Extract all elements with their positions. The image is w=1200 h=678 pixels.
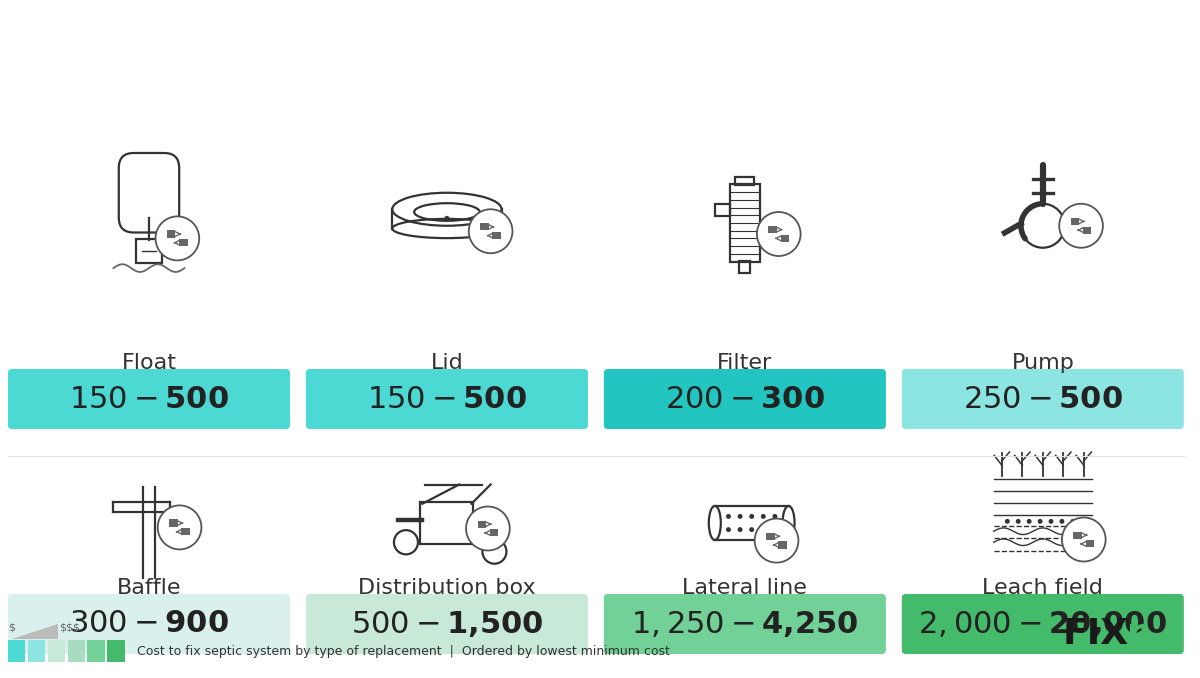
Circle shape [738, 514, 743, 519]
FancyBboxPatch shape [901, 369, 1184, 429]
Text: Pump: Pump [1012, 353, 1074, 373]
FancyBboxPatch shape [167, 231, 175, 237]
FancyBboxPatch shape [1086, 540, 1094, 547]
FancyBboxPatch shape [768, 226, 776, 233]
FancyBboxPatch shape [901, 594, 1184, 654]
Bar [739, 262, 750, 273]
Circle shape [1070, 519, 1075, 524]
Circle shape [726, 527, 731, 532]
FancyBboxPatch shape [306, 594, 588, 654]
Circle shape [738, 527, 743, 532]
Circle shape [466, 506, 510, 551]
Circle shape [1027, 519, 1032, 524]
Circle shape [156, 216, 199, 260]
Bar [730, 184, 760, 262]
FancyBboxPatch shape [1074, 532, 1082, 539]
FancyBboxPatch shape [8, 594, 290, 654]
Text: Cost to fix septic system by type of replacement  |  Ordered by lowest minimum c: Cost to fix septic system by type of rep… [137, 645, 670, 658]
Circle shape [749, 527, 754, 532]
Circle shape [773, 527, 778, 532]
Bar [48, 640, 65, 662]
Circle shape [755, 519, 798, 563]
Text: $150 - $500: $150 - $500 [70, 384, 229, 414]
Circle shape [1060, 519, 1064, 524]
Text: $300 - $900: $300 - $900 [70, 610, 229, 639]
Bar [107, 640, 125, 662]
Text: Filter: Filter [718, 353, 773, 373]
Text: Float: Float [121, 353, 176, 373]
FancyBboxPatch shape [1070, 218, 1079, 225]
FancyBboxPatch shape [480, 223, 488, 231]
Circle shape [157, 505, 202, 549]
FancyBboxPatch shape [306, 369, 588, 429]
Circle shape [757, 212, 800, 256]
Circle shape [1038, 519, 1043, 524]
Polygon shape [12, 624, 58, 639]
Circle shape [726, 514, 731, 519]
Bar [736, 177, 755, 184]
Text: $200 - $300: $200 - $300 [665, 384, 824, 414]
Circle shape [749, 514, 754, 519]
Bar [28, 640, 46, 662]
Circle shape [1015, 519, 1021, 524]
FancyBboxPatch shape [492, 232, 500, 239]
FancyBboxPatch shape [604, 594, 886, 654]
FancyBboxPatch shape [779, 542, 787, 549]
Circle shape [773, 514, 778, 519]
Circle shape [761, 527, 766, 532]
FancyBboxPatch shape [490, 530, 498, 536]
Bar [88, 640, 104, 662]
Text: Leach field: Leach field [983, 578, 1103, 598]
Text: $2,000 - $20,000: $2,000 - $20,000 [918, 609, 1168, 639]
Circle shape [1060, 204, 1103, 247]
Ellipse shape [709, 506, 721, 540]
Bar [714, 204, 730, 216]
Text: $500 - $1,500: $500 - $1,500 [350, 609, 544, 639]
Text: Lid: Lid [431, 353, 463, 373]
Text: $250 - $500: $250 - $500 [962, 384, 1123, 414]
Circle shape [1062, 517, 1105, 561]
FancyBboxPatch shape [8, 369, 290, 429]
Text: $$$: $$$ [60, 623, 80, 633]
FancyBboxPatch shape [604, 369, 886, 429]
FancyBboxPatch shape [181, 528, 190, 536]
Text: $: $ [8, 623, 14, 633]
Bar [8, 640, 25, 662]
Circle shape [444, 216, 450, 221]
FancyBboxPatch shape [1082, 226, 1091, 234]
FancyBboxPatch shape [169, 519, 178, 527]
Text: $1,250 - $4,250: $1,250 - $4,250 [631, 609, 859, 639]
Circle shape [469, 210, 512, 254]
FancyBboxPatch shape [767, 533, 774, 540]
Bar [67, 640, 85, 662]
Circle shape [761, 514, 766, 519]
Text: $150 - $500: $150 - $500 [367, 384, 527, 414]
Text: Baffle: Baffle [116, 578, 181, 598]
Text: Distribution box: Distribution box [358, 578, 535, 598]
FancyBboxPatch shape [478, 521, 486, 527]
Text: r: r [1127, 617, 1145, 651]
Text: FIX: FIX [1063, 617, 1129, 651]
Circle shape [1004, 519, 1009, 524]
FancyBboxPatch shape [780, 235, 788, 242]
FancyBboxPatch shape [179, 239, 187, 246]
Circle shape [1049, 519, 1054, 524]
Text: Lateral line: Lateral line [683, 578, 808, 598]
